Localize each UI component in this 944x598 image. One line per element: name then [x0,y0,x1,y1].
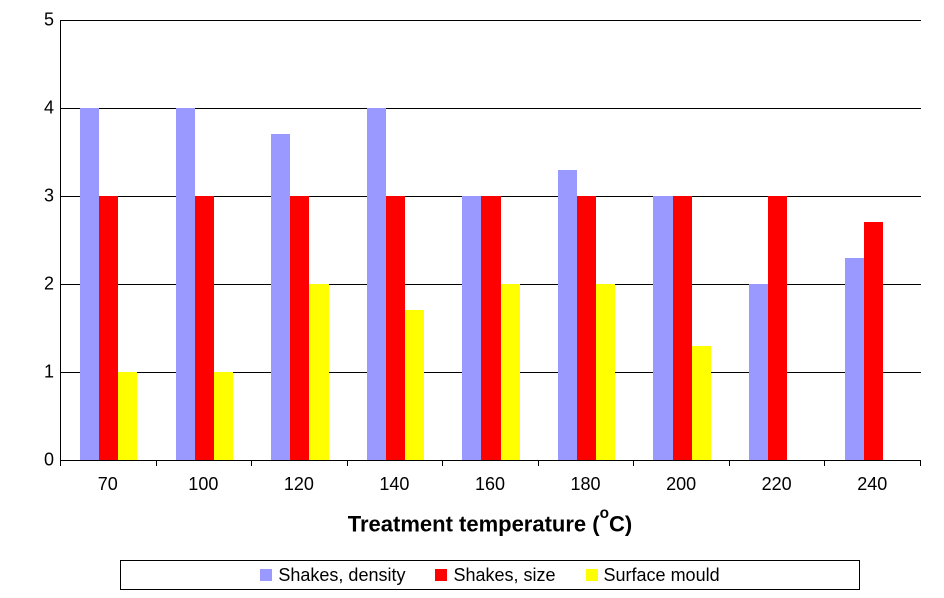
bar [271,134,290,460]
x-tick-mark [729,460,730,466]
bar [673,196,692,460]
y-tick-label: 0 [30,450,54,471]
bar [596,284,615,460]
bar [653,196,672,460]
bar [367,108,386,460]
x-axis-label: Treatment temperature (oC) [60,510,920,537]
x-tick-label: 240 [857,474,887,495]
x-tick-mark [633,460,634,466]
y-tick-label: 3 [30,186,54,207]
legend-item: Shakes, density [260,565,405,586]
bar [845,258,864,460]
x-tick-mark [824,460,825,466]
bar [462,196,481,460]
bar [176,108,195,460]
bar [501,284,520,460]
bar [577,196,596,460]
bar [80,108,99,460]
x-tick-mark [156,460,157,466]
legend: Shakes, density Shakes, size Surface mould [120,560,860,590]
x-tick-mark [251,460,252,466]
x-tick-mark [60,460,61,466]
bar [386,196,405,460]
y-tick-label: 1 [30,362,54,383]
legend-swatch [260,569,272,581]
legend-label: Shakes, density [278,565,405,586]
x-tick-label: 220 [762,474,792,495]
bar [290,196,309,460]
bar [118,372,137,460]
legend-label: Shakes, size [453,565,555,586]
y-tick-label: 4 [30,98,54,119]
bar [692,346,711,460]
legend-swatch [586,569,598,581]
legend-swatch [435,569,447,581]
bar [864,222,883,460]
x-tick-label: 70 [98,474,118,495]
bar [99,196,118,460]
legend-label: Surface mould [604,565,720,586]
x-tick-label: 120 [284,474,314,495]
x-tick-mark [538,460,539,466]
bar [481,196,500,460]
x-tick-label: 200 [666,474,696,495]
plot-area [60,20,921,461]
bar [195,196,214,460]
bar [214,372,233,460]
chart-container: Treatment temperature (oC) Shakes, densi… [0,0,944,598]
bar [405,310,424,460]
x-tick-mark [920,460,921,466]
bar [558,170,577,460]
y-tick-label: 5 [30,10,54,31]
x-tick-mark [442,460,443,466]
legend-item: Shakes, size [435,565,555,586]
legend-item: Surface mould [586,565,720,586]
x-tick-label: 100 [188,474,218,495]
y-tick-label: 2 [30,274,54,295]
gridline [61,20,921,21]
x-tick-label: 140 [379,474,409,495]
bar [309,284,328,460]
x-tick-label: 180 [571,474,601,495]
bar [749,284,768,460]
bar [768,196,787,460]
x-tick-label: 160 [475,474,505,495]
x-tick-mark [347,460,348,466]
